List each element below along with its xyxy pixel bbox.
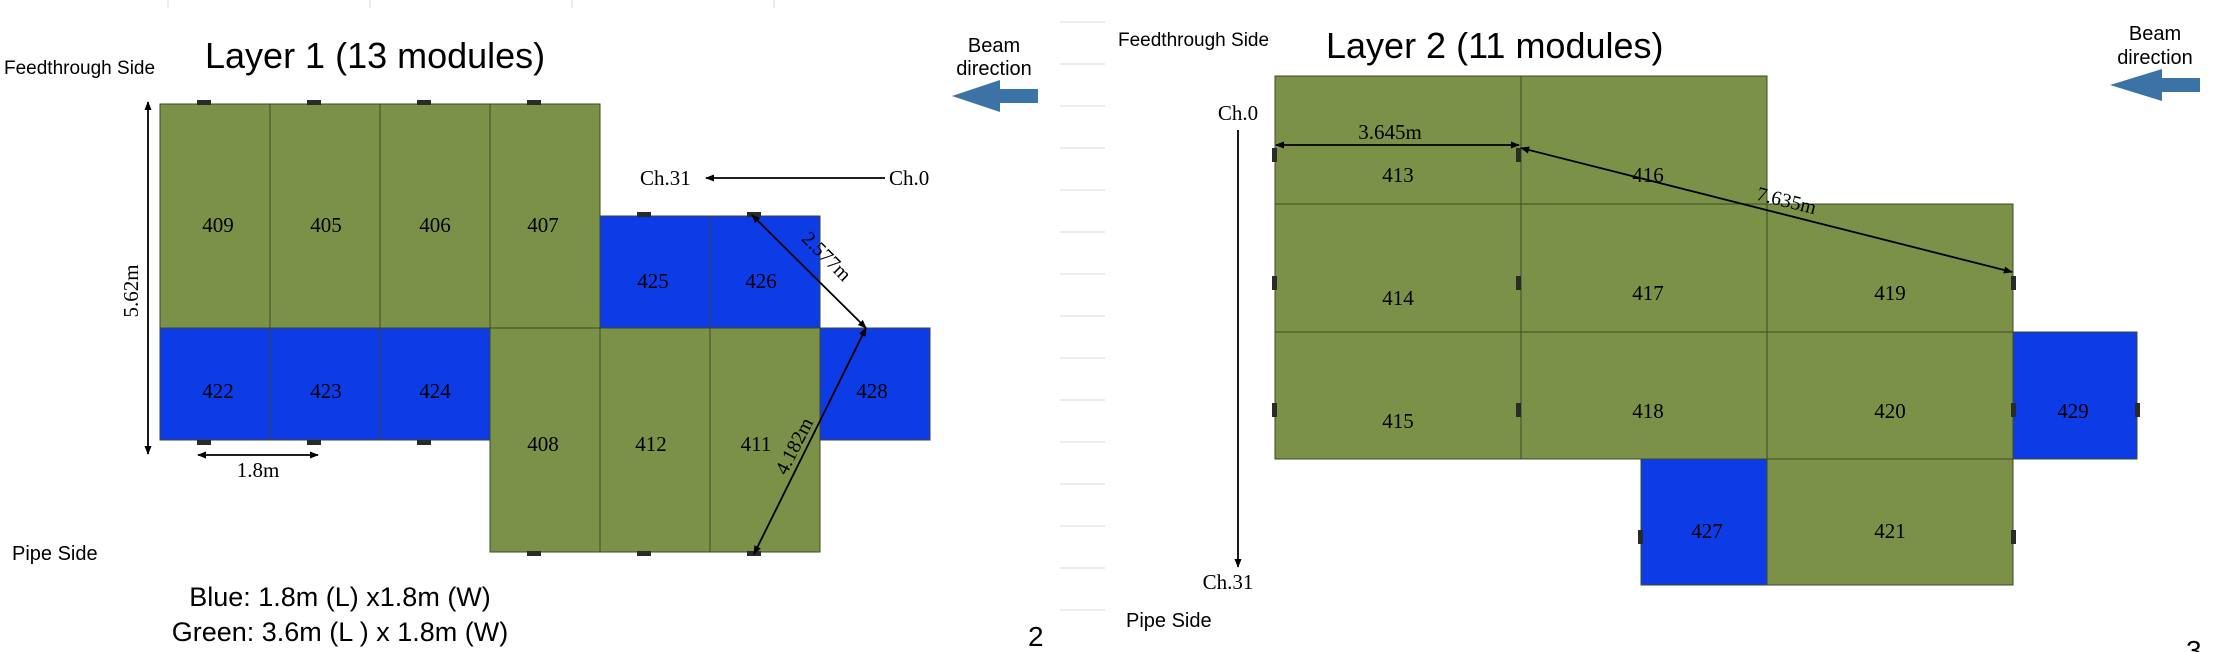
module-407 [489, 103, 601, 329]
layer1-panel: Feedthrough Side Layer 1 (13 modules) Be… [4, 35, 1044, 652]
module-406 [379, 103, 491, 329]
module-413 [1274, 75, 1522, 205]
layer2-diagonal-arrow [1520, 146, 2013, 274]
page-number-left: 2 [1028, 621, 1044, 652]
module-label: 429 [2057, 399, 2089, 423]
module-label: 419 [1874, 281, 1906, 305]
module-label: 420 [1874, 399, 1906, 423]
module-label: 428 [856, 379, 888, 403]
module-label: 406 [419, 213, 451, 237]
module-label: 423 [310, 379, 342, 403]
layer1-channel-end-label: Ch.0 [889, 166, 929, 190]
module-405 [269, 103, 381, 329]
layer2-feedthrough-label: Feedthrough Side [1118, 30, 1269, 51]
module-label: 408 [527, 432, 559, 456]
module-427 [1640, 458, 1768, 586]
layer1-feedthrough-label: Feedthrough Side [4, 58, 155, 79]
module-label: 405 [310, 213, 342, 237]
module-label: 412 [635, 432, 667, 456]
module-423 [269, 327, 381, 441]
page-number-right: 3 [2186, 635, 2202, 652]
module-422 [159, 327, 271, 441]
module-417 [1520, 203, 1768, 333]
layer1-pipe-side-label: Pipe Side [12, 543, 98, 565]
layer2-beam-label-line1: Beam [2129, 23, 2181, 45]
module-425 [599, 215, 711, 329]
module-424 [379, 327, 491, 441]
module-409 [159, 103, 271, 329]
module-408 [489, 327, 601, 553]
layer2-title: Layer 2 (11 modules) [1326, 25, 1664, 66]
module-label: 407 [527, 213, 559, 237]
module-label: 415 [1382, 409, 1414, 433]
layer2-beam-label-line2: direction [2117, 47, 2193, 69]
layer2-module-labels: 413 416 414 417 419 415 418 420 429 427 … [1382, 163, 2089, 543]
layer1-beam-label-line1: Beam [968, 35, 1020, 57]
layer1-channel-start-label: Ch.31 [640, 166, 691, 190]
layer2-modules [1274, 75, 2138, 586]
module-419 [1766, 203, 2014, 333]
layer1-beam-label-line2: direction [956, 58, 1032, 80]
module-421 [1766, 458, 2014, 586]
layer1-height-dimension-label: 5.62m [119, 264, 143, 317]
layer1-diagonal-bottom-arrow [753, 327, 867, 555]
layer2-channel-bottom-label: Ch.31 [1203, 570, 1254, 594]
layer1-diagonal-top-arrow [751, 214, 867, 329]
module-label: 417 [1632, 281, 1664, 305]
module-label: 426 [745, 269, 777, 293]
layer1-module-labels: 409 405 406 407 425 426 422 423 424 408 … [202, 213, 888, 456]
module-label: 413 [1382, 163, 1414, 187]
module-label: 424 [419, 379, 451, 403]
module-label: 411 [741, 432, 772, 456]
module-412 [599, 327, 711, 553]
module-label: 418 [1632, 399, 1664, 423]
layer2-beam-arrow-icon [2110, 69, 2200, 101]
layer2-connector-tabs [1272, 148, 2140, 544]
module-label: 425 [637, 269, 669, 293]
module-429 [2012, 331, 2138, 460]
module-418 [1520, 331, 1768, 460]
layer2-channel-top-label: Ch.0 [1218, 101, 1258, 125]
layer2-width-dimension-label: 3.645m [1358, 120, 1422, 144]
module-414 [1274, 203, 1522, 333]
layer1-width-dimension-label: 1.8m [237, 458, 280, 482]
legend-blue-text: Blue: 1.8m (L) x1.8m (W) [189, 582, 491, 612]
layer2-panel: Feedthrough Side Layer 2 (11 modules) Be… [1118, 23, 2202, 652]
module-420 [1766, 331, 2014, 460]
module-label: 409 [202, 213, 234, 237]
layer1-modules [159, 103, 931, 553]
layer1-title: Layer 1 (13 modules) [205, 35, 545, 76]
layer2-pipe-side-label: Pipe Side [1126, 610, 1212, 632]
layer1-beam-arrow-icon [952, 80, 1038, 112]
module-label: 427 [1691, 519, 1723, 543]
module-label: 422 [202, 379, 234, 403]
module-label: 421 [1874, 519, 1906, 543]
legend-green-text: Green: 3.6m (L ) x 1.8m (W) [172, 617, 509, 647]
module-415 [1274, 331, 1522, 460]
page-guide-rules [167, 0, 1105, 611]
module-label: 414 [1382, 286, 1414, 310]
